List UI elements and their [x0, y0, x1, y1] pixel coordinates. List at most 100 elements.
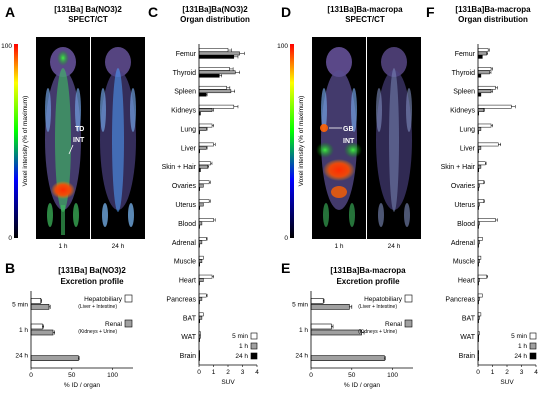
organ-label: Femur — [176, 51, 197, 58]
category-label: 24 h — [15, 353, 28, 360]
legend-swatch — [404, 319, 413, 328]
x-tick-label: 2 — [505, 369, 509, 376]
bar-renal — [310, 329, 362, 336]
x-tick-label: 0 — [29, 372, 33, 379]
bar-5min — [198, 218, 214, 222]
legend-sublabel: (Kidneys + Urine) — [358, 329, 397, 335]
legend-label: 1 h — [518, 343, 527, 350]
organ-label: Brain — [180, 353, 196, 360]
x-axis-label: % ID / organ — [64, 382, 101, 389]
organ-label: Muscle — [174, 259, 196, 266]
legend-label: 1 h — [239, 343, 248, 350]
x-tick-label: 0 — [197, 369, 201, 376]
organ-chart-f: Femur Thyroid Spleen Kidneys Lung Liver Skin +… — [441, 44, 538, 386]
panel-a-subtitle: SPECT/CT — [68, 15, 108, 24]
x-tick-label: 100 — [107, 372, 118, 379]
panel-letter-a: A — [5, 4, 15, 20]
bar-1h — [477, 127, 482, 131]
x-tick-label: 3 — [520, 369, 524, 376]
legend-swatch — [404, 294, 413, 303]
bar-5min — [198, 67, 230, 71]
colorbar-d-max: 100 — [277, 43, 288, 50]
panel-letter-f: F — [426, 4, 435, 20]
bar-5min — [477, 67, 492, 71]
time-d-1h: 1 h — [334, 243, 343, 250]
organ-label: WAT — [460, 334, 475, 341]
colorbar-a-label: Voxel intensity (% of maximum) — [22, 96, 29, 187]
bar-1h — [198, 183, 204, 188]
colorbar-d-label: Voxel intensity (% of maximum) — [298, 96, 305, 187]
panel-e-subtitle: Excretion profile — [336, 277, 400, 286]
bar-renal — [310, 304, 350, 310]
category-label: 1 h — [299, 327, 308, 334]
panel-d-title: [131Ba]Ba-macropa — [327, 5, 403, 14]
organ-label: BAT — [183, 315, 197, 322]
bar-5min — [477, 199, 485, 203]
panel-letter-d: D — [281, 4, 291, 20]
bar-5min — [198, 48, 229, 52]
legend-swatch — [250, 352, 258, 360]
panel-f-subtitle: Organ distribution — [458, 15, 528, 24]
bar-1h — [198, 240, 203, 245]
organ-label: Adrenal — [172, 240, 197, 247]
panel-letter-b: B — [5, 260, 15, 276]
bar-5min — [198, 142, 214, 147]
bar-renal — [30, 355, 79, 361]
bar-1h — [477, 70, 490, 75]
bar-1h — [198, 146, 207, 150]
legend-label: 5 min — [511, 333, 527, 340]
excretion-chart-b: 5 min 1 h 24 h 0 50 100 % ID / organ Hepatobili… — [12, 291, 133, 389]
organ-label: Muscle — [453, 259, 475, 266]
colorbar-a — [14, 44, 18, 238]
x-axis-label: SUV — [221, 379, 235, 386]
legend-swatch — [529, 332, 537, 340]
legend-swatch — [250, 332, 258, 340]
colorbar-d-min: 0 — [284, 235, 288, 242]
mouse-a-24h — [100, 47, 136, 227]
bar-5min — [198, 199, 210, 203]
organ-label: Heart — [458, 278, 475, 285]
organ-label: Liver — [181, 145, 197, 152]
organ-label: Skin + Hair — [441, 164, 476, 171]
bar-1h — [198, 259, 203, 263]
legend-swatch — [124, 319, 133, 328]
bar-1h — [477, 146, 482, 150]
panel-e: E [131Ba]Ba-macropa Excretion profile 5 … — [281, 260, 413, 389]
bar-1h — [198, 51, 240, 56]
organ-label: Pancreas — [166, 296, 196, 303]
time-d-24h: 24 h — [388, 243, 401, 250]
bar-hepatobiliary — [30, 323, 43, 330]
bar-5min — [198, 104, 235, 109]
bar-1h — [198, 202, 204, 207]
panel-f: F [131Ba]Ba-macropa Organ distribution F… — [426, 4, 538, 386]
bar-24h — [477, 92, 482, 97]
panel-c-subtitle: Organ distribution — [180, 15, 250, 24]
x-axis-label: % ID / organ — [344, 382, 381, 389]
bar-1h — [198, 164, 208, 169]
legend-label: Renal — [105, 321, 123, 328]
panel-b: B [131Ba] Ba(NO3)2 Excretion profile 5 m… — [5, 260, 133, 389]
legend-swatch — [529, 342, 537, 350]
mouse-a-1h — [45, 47, 81, 235]
bar-1h — [477, 51, 487, 56]
x-tick-label: 2 — [226, 369, 230, 376]
legend-swatch — [250, 342, 258, 350]
bar-1h — [477, 89, 492, 94]
legend-sublabel: (Liver + Intestine) — [78, 304, 117, 310]
panel-e-title: [131Ba]Ba-macropa — [330, 266, 406, 275]
legend-label: 5 min — [232, 333, 248, 340]
bar-renal — [310, 355, 385, 361]
organ-label: BAT — [462, 315, 476, 322]
legend-label: 24 h — [514, 353, 527, 360]
bar-24h — [198, 73, 220, 78]
bar-24h — [198, 92, 207, 97]
x-tick-label: 1 — [212, 369, 216, 376]
category-label: 5 min — [12, 301, 28, 308]
annotation-gb: GB — [343, 126, 354, 133]
organ-label: Uterus — [454, 202, 475, 209]
panel-f-title: [131Ba]Ba-macropa — [455, 5, 531, 14]
bar-renal — [30, 329, 54, 336]
bar-5min — [198, 255, 204, 260]
x-tick-label: 0 — [309, 372, 313, 379]
